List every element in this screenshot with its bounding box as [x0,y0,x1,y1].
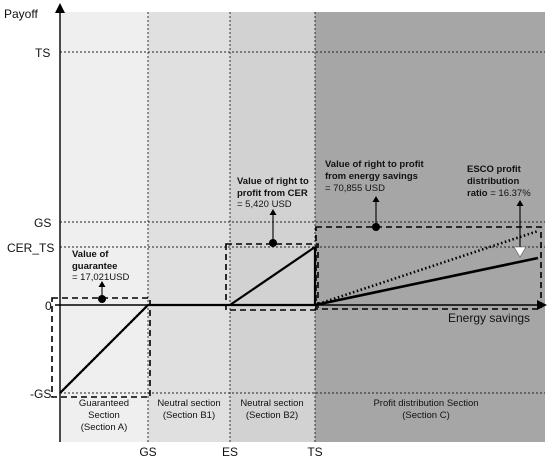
esco-title-3: ratio = 16.37% [467,188,531,199]
esco-value: = 16.37% [490,188,531,199]
esco-title-1: ESCO profit [467,164,522,175]
guarantee-value: = 17,021USD [72,272,129,283]
cer-marker [269,209,277,247]
energy-title-2: from energy savings [325,171,418,182]
x-axis-title: Energy savings [448,311,530,325]
esco-marker [513,200,527,258]
energy-title-1: Value of right to profit [325,159,425,170]
guarantee-marker [98,281,106,303]
esco-title-2: distribution [467,176,519,187]
section-c-label-2: (Section C) [402,410,450,421]
section-a-label-1: Guaranteed [79,398,129,409]
guide-lines [60,12,545,442]
cer-title-2: profit from CER [237,188,308,199]
section-b1-label-1: Neutral section [157,398,220,409]
y-tick-neg-gs: -GS [30,387,51,401]
guarantee-title-1: Value of [72,249,109,260]
section-b1-background [148,12,230,442]
x-tick-es: ES [222,445,238,459]
payoff-line-cer [229,246,316,306]
x-tick-ts: TS [307,445,322,459]
payoff-line-esco [314,256,539,307]
x-tick-gs: GS [139,445,156,459]
y-tick-ts: TS [35,46,50,60]
y-tick-cer-ts: CER_TS [7,241,54,255]
y-tick-zero: 0 [45,299,52,313]
section-c-label-1: Profit distribution Section [373,398,478,409]
energy-marker [372,196,380,231]
section-b1-label-2: (Section B1) [163,410,215,421]
payoff-line-dotted-a [59,304,149,394]
x-axis-arrow-icon [537,300,547,310]
section-a-label-3: (Section A) [81,422,127,433]
section-a-background [60,12,148,442]
esco-ratio-label: ratio [467,188,488,199]
cer-value: = 5,420 USD [237,199,292,210]
section-a-label-2: Section [88,410,120,421]
y-axis-arrow-icon [55,3,65,13]
y-axis-title: Payoff [4,7,38,21]
y-tick-gs: GS [34,216,51,230]
energy-value: = 70,855 USD [325,183,385,194]
section-b2-label-2: (Section B2) [246,410,298,421]
cer-title-1: Value of right to [237,176,309,187]
section-b2-label-1: Neutral section [240,398,303,409]
guarantee-title-2: guarantee [72,261,117,272]
payoff-line-dotted-c [314,229,539,307]
